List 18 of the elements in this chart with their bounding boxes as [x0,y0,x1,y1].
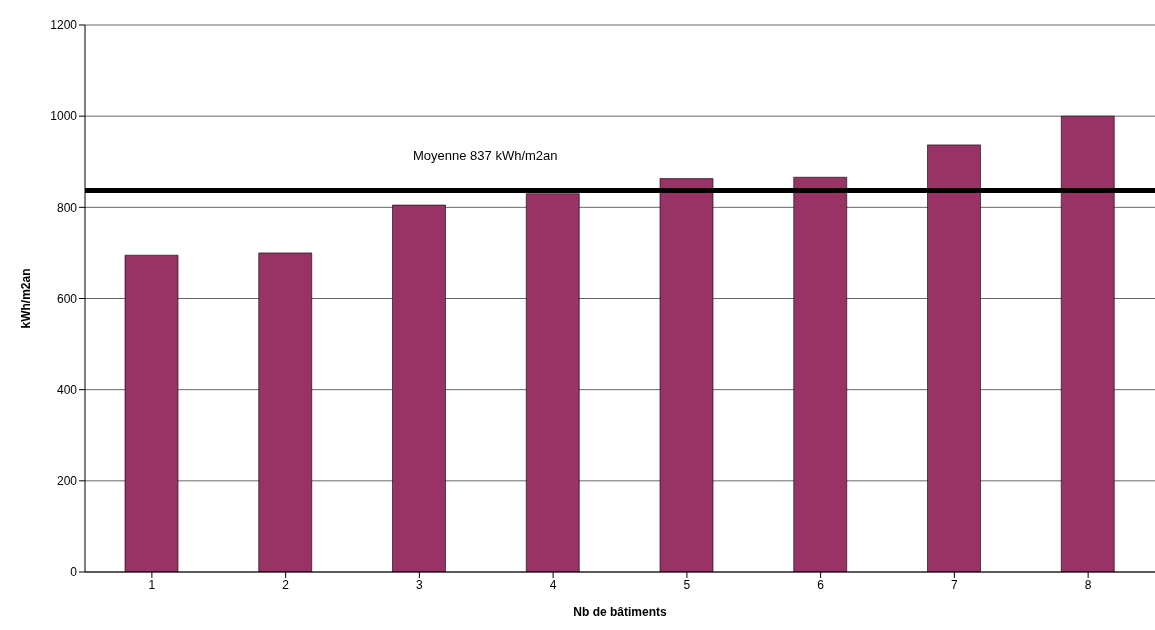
x-tick-label: 2 [282,577,290,592]
y-tick-label: 0 [70,565,78,580]
y-tick-label: 800 [56,200,78,215]
x-tick-label: 5 [683,577,691,592]
x-tick-label: 1 [148,577,156,592]
y-tick-label: 1200 [50,18,78,33]
y-tick-label: 200 [56,474,78,489]
ref-line-label: Moyenne 837 kWh/m2an [413,148,558,164]
y-tick-label: 1000 [50,109,78,124]
x-tick-label: 6 [817,577,825,592]
x-tick-label: 8 [1084,577,1092,592]
x-tick-label: 4 [549,577,557,592]
x-axis-title: Nb de bâtiments [573,605,667,619]
x-tick-label: 3 [416,577,424,592]
y-tick-label: 400 [56,382,78,397]
x-tick-label: 7 [951,577,959,592]
y-axis-title: kWh/m2an [19,268,34,329]
y-tick-label: 600 [56,291,78,306]
